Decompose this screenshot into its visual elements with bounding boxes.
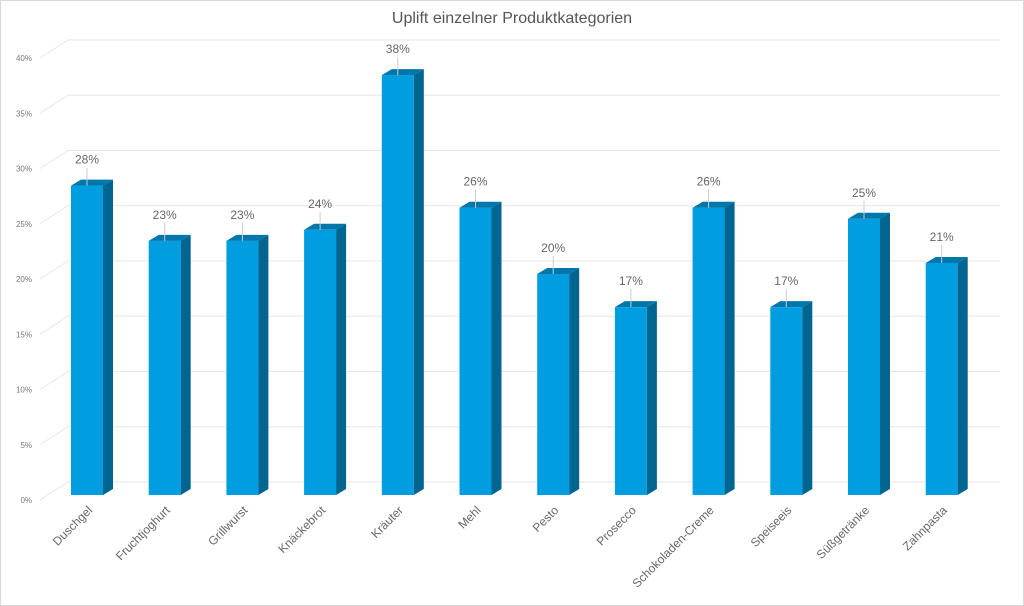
bar-front <box>304 229 337 496</box>
data-label: 23% <box>153 208 177 222</box>
data-label: 23% <box>230 208 254 222</box>
gridline <box>39 426 1000 446</box>
y-tick-label: 35% <box>16 109 32 118</box>
bar-top <box>381 69 424 76</box>
bar-side <box>802 301 813 495</box>
x-tick-label: Fruchtjoghurt <box>113 503 173 563</box>
y-tick-label: 30% <box>16 165 32 174</box>
bar-top <box>71 179 113 186</box>
data-label: 26% <box>697 175 721 189</box>
bar-side <box>880 212 890 495</box>
gridline <box>39 315 1000 335</box>
bar-front <box>770 307 803 495</box>
x-tick-label: Süßgetränke <box>814 503 873 562</box>
bars <box>71 69 968 496</box>
bar-top <box>770 301 813 308</box>
bar-side <box>413 69 424 495</box>
data-label: 17% <box>619 274 643 288</box>
gridline <box>39 94 1000 114</box>
bar-front <box>71 185 103 495</box>
bar-side <box>569 268 580 495</box>
data-label: 17% <box>774 274 798 288</box>
chart-title: Uplift einzelner Produktkategorien <box>392 10 632 27</box>
bar-front <box>614 307 647 495</box>
bar-top <box>304 223 347 230</box>
y-tick-label: 10% <box>16 386 32 395</box>
x-tick-label: Zahnpasta <box>900 503 950 553</box>
bar-side <box>258 234 269 495</box>
x-tick-label: Pesto <box>530 503 562 535</box>
x-tick-label: Duschgel <box>50 503 95 548</box>
x-tick-label: Prosecco <box>594 503 640 549</box>
data-label: 26% <box>463 175 487 189</box>
bar-side <box>646 301 657 495</box>
gridline <box>39 371 1000 390</box>
bar-top <box>925 256 968 263</box>
bar-side <box>724 201 735 495</box>
gridlines <box>39 39 1000 501</box>
y-axis-ticks: 0% 5% 10% 15% 20% 25% 30% 35% 40% <box>16 54 32 505</box>
data-label: 38% <box>386 42 410 56</box>
y-tick-label: 5% <box>20 441 32 450</box>
bar-front <box>459 207 492 495</box>
y-tick-label: 40% <box>16 54 32 63</box>
gridline <box>39 481 1000 501</box>
y-tick-label: 20% <box>16 275 32 284</box>
x-tick-label: Mehl <box>455 503 483 531</box>
bar-top <box>692 201 735 208</box>
gridline <box>39 260 1000 280</box>
bar-front <box>692 207 725 495</box>
bar-front <box>925 262 958 495</box>
x-tick-label: Kräuter <box>368 503 406 541</box>
bar-front <box>226 240 259 495</box>
data-label: 25% <box>852 186 876 200</box>
gridline <box>39 150 1000 169</box>
x-tick-label: Grillwurst <box>205 503 251 549</box>
bar-side <box>957 256 968 495</box>
data-label: 21% <box>930 230 954 244</box>
bar-front <box>148 240 181 495</box>
x-tick-label: Schokoladen-Creme <box>629 503 716 590</box>
bar-top <box>226 234 269 241</box>
y-tick-label: 25% <box>16 220 32 229</box>
bar-side <box>180 234 191 495</box>
bar-side <box>336 223 347 496</box>
gridline <box>39 39 1000 59</box>
data-label: 28% <box>75 153 99 167</box>
y-tick-label: 15% <box>16 330 32 339</box>
data-label: 24% <box>308 197 332 211</box>
bar-front <box>381 75 414 495</box>
bar-top <box>459 201 502 208</box>
bar-top <box>148 234 191 241</box>
x-tick-label: Knäckebrot <box>275 503 328 556</box>
bar-top <box>614 301 657 308</box>
bar-top <box>537 268 580 274</box>
bar-front <box>537 274 570 495</box>
bar-side <box>103 179 113 495</box>
data-label: 20% <box>541 241 565 255</box>
y-tick-label: 0% <box>20 496 32 505</box>
x-axis-labels: Duschgel Fruchtjoghurt Grillwurst Knäckebro… <box>50 503 950 591</box>
x-tick-label: Speiseeis <box>748 503 795 550</box>
bar-front <box>848 218 880 495</box>
gridline <box>39 205 1000 225</box>
bar-side <box>491 201 502 495</box>
bar-top <box>848 212 890 219</box>
data-labels: 28% 23% 23% 24% 38% 26% 20% 17% 26% 17% 25% 21% <box>75 42 954 308</box>
